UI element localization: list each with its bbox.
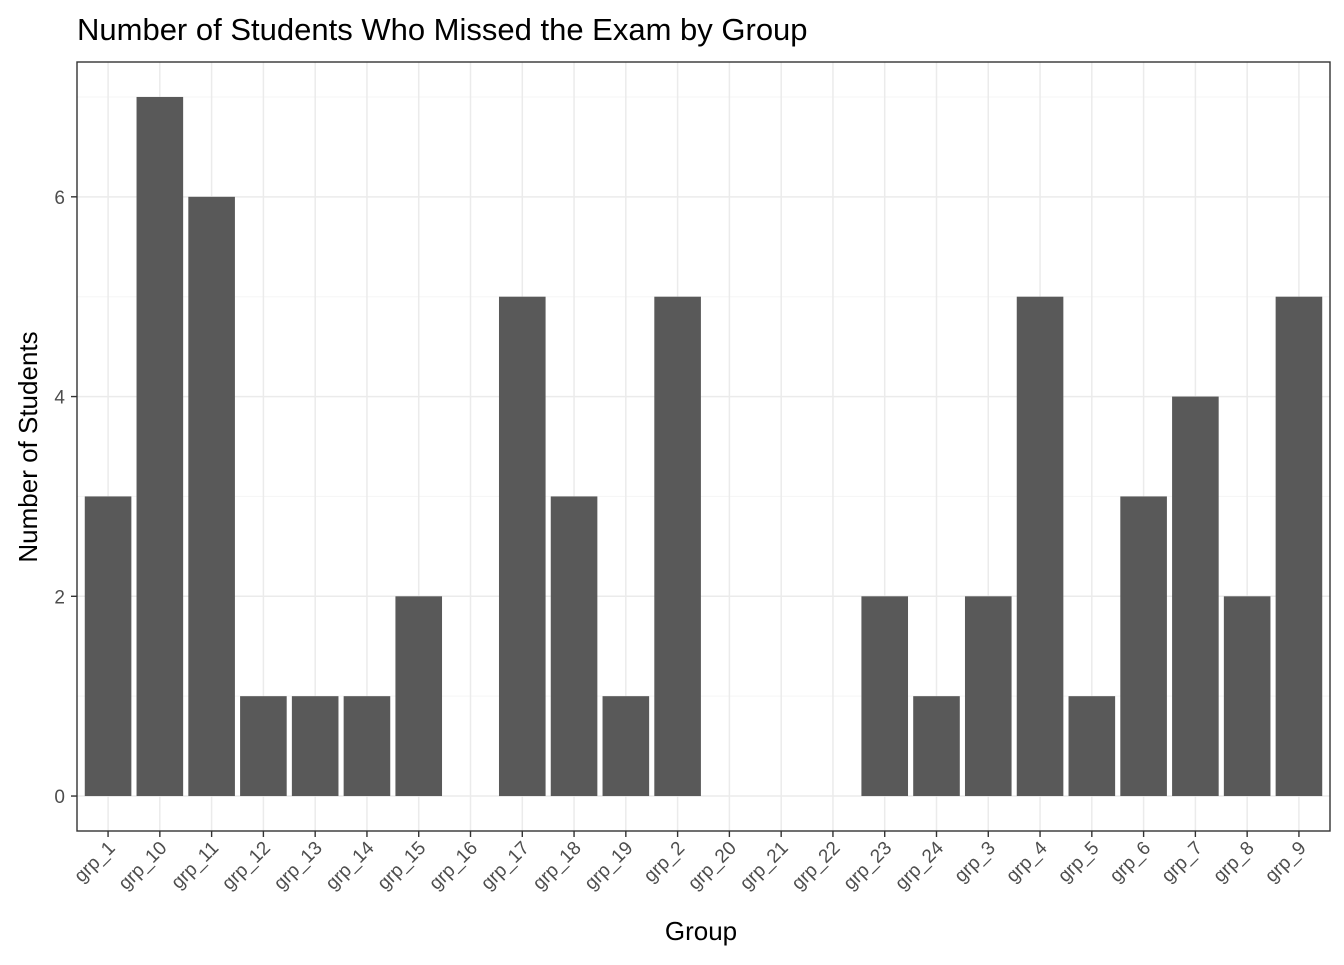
x-tick-label-grp_12: grp_12 [218, 838, 275, 895]
x-tick-label-grp_16: grp_16 [425, 838, 482, 895]
x-tick-label-grp_19: grp_19 [581, 838, 638, 895]
bar-grp_12 [240, 696, 287, 797]
x-tick-label-grp_1: grp_1 [70, 838, 119, 887]
x-axis: grp_1grp_10grp_11grp_12grp_13grp_14grp_1… [70, 831, 1310, 894]
y-axis: 0 2 4 6 [54, 188, 77, 808]
bar-grp_4 [1016, 296, 1064, 797]
x-tick-label-grp_23: grp_23 [840, 838, 897, 895]
bar-grp_5 [1068, 696, 1116, 797]
x-tick-label-grp_10: grp_10 [115, 838, 172, 895]
bar-grp_19 [602, 696, 650, 797]
y-tick-label: 6 [54, 188, 65, 209]
y-tick-label: 2 [54, 587, 65, 608]
bar-grp_23 [861, 596, 909, 797]
bar-grp_13 [291, 696, 339, 797]
x-tick-label-grp_5: grp_5 [1054, 838, 1103, 887]
bar-grp_8 [1223, 596, 1271, 797]
bar-grp_1 [84, 496, 132, 797]
x-tick-label-grp_4: grp_4 [1002, 837, 1052, 887]
x-tick-label-grp_11: grp_11 [167, 838, 223, 894]
bar-grp_10 [136, 96, 184, 797]
x-tick-label-grp_6: grp_6 [1106, 838, 1155, 887]
bar-grp_2 [654, 296, 701, 797]
x-tick-label-grp_8: grp_8 [1209, 838, 1258, 887]
bar-grp_6 [1120, 496, 1167, 797]
y-axis-title: Number of Students [13, 331, 43, 562]
bar-grp_14 [343, 696, 391, 797]
x-tick-label-grp_20: grp_20 [684, 838, 741, 895]
bar-grp_17 [498, 296, 546, 797]
x-tick-label-grp_13: grp_13 [270, 838, 327, 895]
bar-grp_9 [1275, 296, 1323, 797]
x-tick-label-grp_14: grp_14 [322, 837, 379, 894]
x-tick-label-grp_18: grp_18 [529, 838, 586, 895]
bar-grp_24 [913, 696, 960, 797]
chart-title: Number of Students Who Missed the Exam b… [77, 12, 808, 47]
bar-grp_18 [550, 496, 598, 797]
bar-grp_15 [395, 596, 443, 797]
y-tick-label: 4 [54, 388, 65, 409]
panel-border [76, 61, 1331, 832]
x-tick-label-grp_7: grp_7 [1158, 838, 1207, 887]
bar-grp_7 [1172, 396, 1219, 797]
x-tick-label-grp_17: grp_17 [477, 838, 534, 895]
x-tick-label-grp_9: grp_9 [1261, 838, 1310, 887]
x-tick-label-grp_24: grp_24 [891, 837, 948, 894]
bars [84, 96, 1323, 797]
x-tick-label-grp_22: grp_22 [788, 838, 845, 895]
bar-grp_11 [188, 196, 235, 797]
x-tick-label-grp_15: grp_15 [374, 838, 431, 895]
x-tick-label-grp_2: grp_2 [640, 838, 689, 887]
x-axis-title: Group [665, 916, 737, 946]
x-tick-label-grp_21: grp_21 [736, 838, 793, 895]
x-tick-label-grp_3: grp_3 [951, 838, 1000, 887]
y-tick-label: 0 [54, 787, 65, 808]
bar-grp_3 [964, 596, 1012, 797]
